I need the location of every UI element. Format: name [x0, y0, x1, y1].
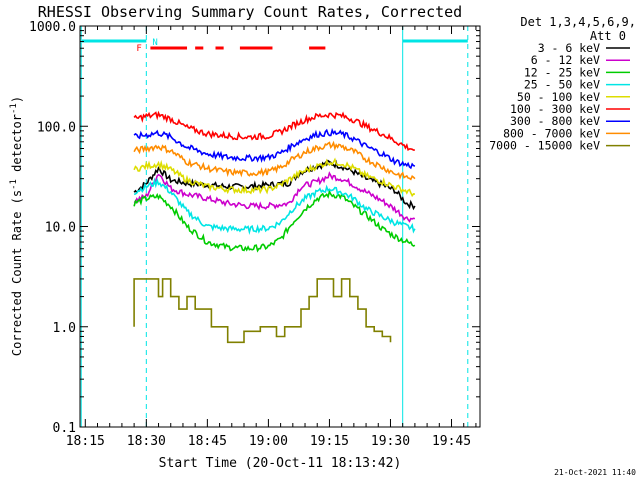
legend-header-line-1: Det 1,3,4,5,6,9, — [520, 15, 636, 29]
timestamp: 21-Oct-2021 11:40 — [554, 468, 636, 477]
series-line — [133, 171, 416, 223]
y-tick-label: 100.0 — [37, 120, 76, 135]
series-2 — [133, 171, 416, 223]
series-4 — [133, 177, 416, 235]
series-line — [133, 127, 416, 170]
y-tick-label: 10.0 — [45, 221, 76, 236]
x-tick-label: 19:30 — [371, 434, 410, 449]
y-tick-label: 0.1 — [53, 421, 76, 436]
legend-entry-label: 100 - 300 keV — [510, 102, 600, 116]
series-5 — [133, 157, 416, 198]
x-tick-label: 19:15 — [310, 434, 349, 449]
plot-area: NF — [80, 26, 469, 427]
y-tick-label: 1.0 — [53, 321, 76, 336]
series-6 — [133, 110, 415, 152]
legend-entry-label: 6 - 12 keV — [531, 53, 600, 67]
series-line — [133, 157, 416, 198]
chart-title: RHESSI Observing Summary Count Rates, Co… — [38, 3, 462, 21]
series-9 — [133, 278, 392, 344]
legend-entry-label: 50 - 100 keV — [517, 90, 600, 104]
legend-entry-label: 300 - 800 keV — [510, 114, 600, 128]
series-line — [133, 110, 415, 152]
x-axis-label: Start Time (20-Oct-11 18:13:42) — [159, 456, 402, 471]
legend-entry-label: 25 - 50 keV — [524, 78, 600, 92]
series-7 — [133, 127, 416, 170]
series-line — [133, 189, 416, 253]
legend-entry-label: 12 - 25 keV — [524, 65, 600, 79]
x-tick-label: 18:15 — [66, 434, 105, 449]
x-tick-label: 19:00 — [249, 434, 288, 449]
series-8 — [133, 140, 416, 181]
night-marker-label: N — [152, 38, 157, 48]
legend-entry-label: 7000 - 15000 keV — [489, 139, 600, 153]
y-tick-label: 1000.0 — [29, 20, 76, 35]
legend-entry-label: 3 - 6 keV — [538, 41, 600, 55]
y-axis-label: Corrected Count Rate (s-1 detector-1) — [9, 96, 24, 356]
x-tick-label: 18:30 — [127, 434, 166, 449]
flare-marker-label: F — [136, 44, 141, 54]
series-line — [133, 278, 392, 344]
x-tick-label: 19:45 — [432, 434, 471, 449]
x-tick-label: 18:45 — [188, 434, 227, 449]
series-line — [133, 177, 416, 235]
svg-text:Corrected Count Rate (s-1 dete: Corrected Count Rate (s-1 detector-1) — [9, 96, 24, 356]
plot-frame — [79, 25, 481, 428]
series-line — [133, 140, 416, 181]
legend-header-line-2: Att 0 — [590, 29, 626, 43]
series-3 — [133, 189, 416, 253]
legend-entry-label: 800 - 7000 keV — [503, 126, 600, 140]
